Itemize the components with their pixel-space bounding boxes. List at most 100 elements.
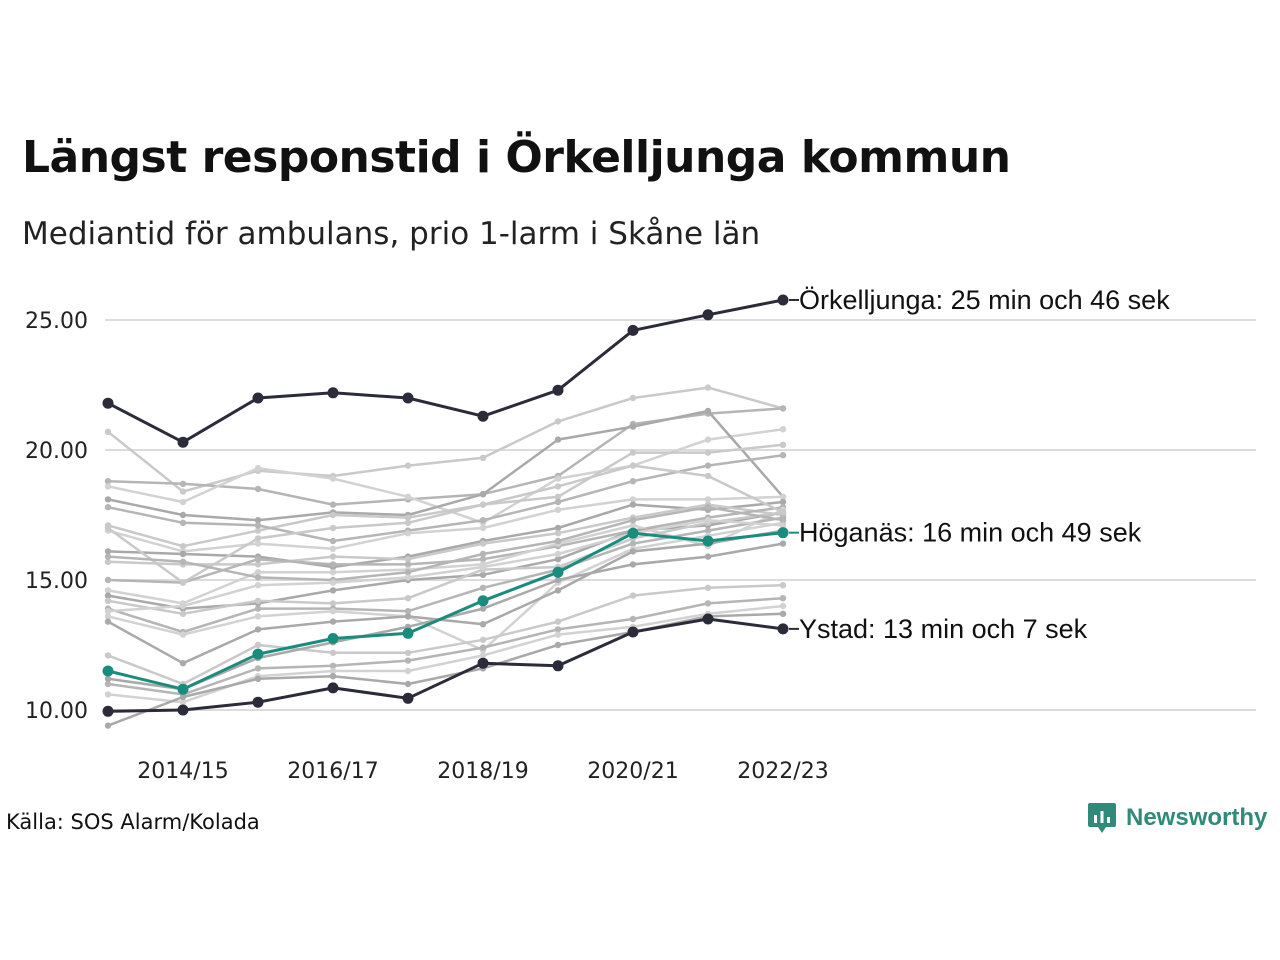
background-series-point	[779, 540, 787, 547]
background-series-point	[179, 693, 187, 701]
background-series-point	[179, 558, 187, 565]
background-series-point	[779, 595, 787, 602]
background-series-point	[779, 509, 787, 516]
background-series-point	[254, 522, 262, 529]
background-series-point	[104, 587, 112, 594]
background-series-point	[104, 608, 112, 615]
background-series-point	[254, 574, 262, 581]
background-series-point	[554, 556, 562, 563]
background-series-point	[629, 592, 637, 599]
background-series-point	[179, 602, 187, 610]
background-series-point	[554, 483, 562, 490]
background-series-line	[107, 596, 784, 696]
background-series-line	[107, 409, 784, 522]
background-series-point	[779, 405, 787, 412]
background-series-point	[104, 691, 112, 698]
background-series-point	[104, 613, 112, 620]
background-series-point	[554, 631, 562, 638]
background-series-point	[179, 699, 187, 706]
background-series-point	[479, 584, 487, 591]
background-series-point	[404, 530, 412, 537]
series-ystad-point	[702, 613, 714, 625]
background-series-point	[104, 680, 112, 688]
background-series-point	[554, 587, 562, 594]
background-series-point	[704, 584, 712, 591]
background-series-point	[404, 462, 412, 469]
background-series-point	[254, 556, 262, 563]
series-ystad-point	[252, 696, 264, 708]
background-series-point	[479, 556, 487, 563]
background-series-point	[104, 483, 112, 490]
background-series-line	[107, 505, 784, 582]
background-series-point	[704, 504, 712, 511]
background-series-line	[107, 464, 784, 584]
background-series-point	[554, 550, 562, 558]
background-series-point	[179, 488, 187, 495]
background-series-point	[479, 621, 487, 628]
background-series-point	[704, 517, 712, 524]
background-series-point	[104, 524, 112, 532]
background-series-point	[329, 649, 337, 656]
background-series-line	[107, 604, 784, 704]
series-ystad-point	[777, 623, 789, 635]
background-series-point	[554, 506, 562, 513]
background-series-point	[104, 548, 112, 555]
background-series-point	[554, 436, 562, 443]
background-series-point	[779, 582, 787, 589]
background-series-point	[329, 524, 337, 532]
background-series-line	[107, 583, 784, 686]
series--rkelljunga-point	[102, 397, 114, 409]
background-series-line	[107, 386, 784, 493]
background-series-point	[704, 600, 712, 607]
series-h-gan-s-point	[402, 627, 414, 639]
background-series-point	[254, 485, 262, 493]
background-series-point	[254, 569, 262, 576]
background-series-point	[329, 618, 337, 625]
background-series-point	[779, 517, 787, 524]
background-series-point	[179, 543, 187, 550]
background-series-point	[554, 626, 562, 633]
series-h-gan-s-point	[552, 566, 564, 578]
series-ystad-line	[107, 617, 784, 713]
background-series-point	[704, 436, 712, 443]
background-series-point	[479, 563, 487, 571]
background-series-point	[704, 462, 712, 469]
series-h-gan-s-point	[102, 665, 114, 677]
background-series-point	[254, 535, 262, 542]
background-series-point	[104, 428, 112, 435]
background-series-point	[629, 449, 637, 456]
series-ystad-point	[327, 682, 339, 694]
y-tick-label: 20.00	[25, 439, 88, 464]
background-series-point	[554, 418, 562, 425]
background-series-point	[629, 540, 637, 547]
series--rkelljunga-point	[702, 309, 714, 321]
series--rkelljunga-point	[327, 387, 339, 399]
y-tick-label: 25.00	[25, 309, 88, 334]
background-series-line	[107, 495, 784, 553]
series-ystad-point	[402, 692, 414, 704]
background-series-point	[479, 550, 487, 558]
background-series-point	[479, 454, 487, 461]
background-series-point	[179, 498, 187, 506]
background-series-point	[629, 615, 637, 623]
background-series-point	[329, 673, 337, 680]
background-series-point	[254, 641, 262, 649]
series-h-gan-s-line	[107, 531, 784, 691]
background-series-line	[107, 500, 784, 569]
background-series-point	[254, 597, 262, 604]
background-series-point	[404, 569, 412, 576]
y-tick-label: 15.00	[25, 569, 88, 594]
background-series-point	[404, 649, 412, 656]
background-series-point	[629, 394, 637, 402]
background-series-point	[179, 480, 187, 487]
background-series-point	[479, 540, 487, 547]
background-series-point	[254, 626, 262, 633]
background-series-point	[779, 602, 787, 610]
background-series-point	[404, 556, 412, 563]
background-series-point	[329, 600, 337, 607]
background-series-point	[254, 605, 262, 612]
background-series-point	[404, 613, 412, 620]
background-series-point	[554, 498, 562, 506]
x-tick-label: 2016/17	[287, 759, 378, 784]
